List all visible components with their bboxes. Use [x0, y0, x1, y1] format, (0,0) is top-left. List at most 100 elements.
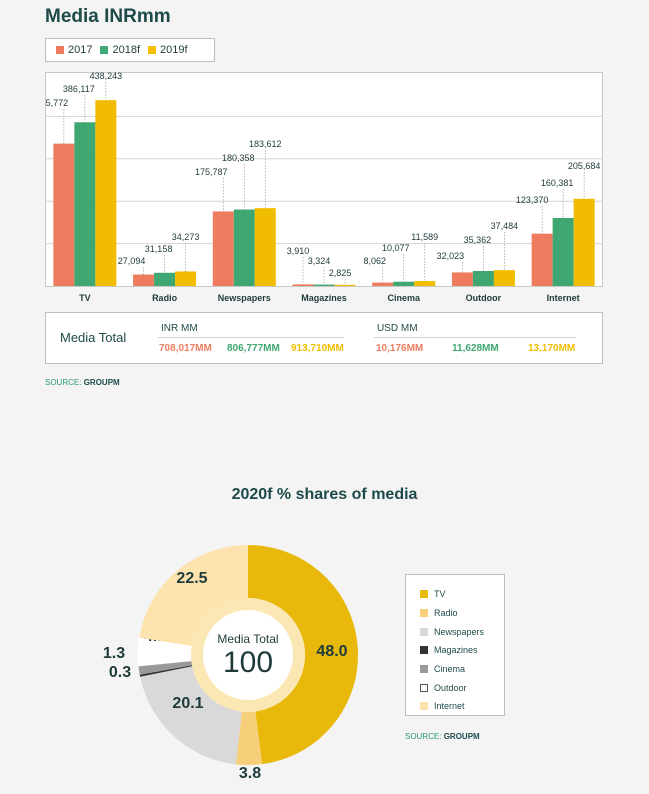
bar-newspapers-2019f [254, 208, 276, 286]
data-label: 438,243 [90, 72, 123, 81]
slice-label: 22.5 [176, 570, 207, 587]
bar-internet-2017 [531, 233, 553, 286]
data-label: 8,062 [363, 256, 386, 266]
chart-title: Media INRmm [45, 6, 171, 27]
bar-outdoor-2017 [451, 272, 473, 286]
slice-tv [248, 545, 359, 765]
source-label: SOURCE: [45, 378, 82, 387]
category-label: Newspapers [218, 293, 271, 303]
legend-swatch [420, 609, 428, 618]
inr-divider [158, 337, 344, 338]
slice-radio [235, 711, 263, 765]
source-note-2: SOURCE: GROUPM [405, 732, 480, 741]
bar-radio-2017 [133, 274, 155, 286]
usd-total-2019f: 13,170MM [528, 343, 576, 354]
center-value: 100 [223, 646, 273, 679]
slice-label: 0.3 [109, 664, 131, 681]
data-label: 32,023 [437, 251, 465, 261]
slice-internet [139, 545, 248, 647]
legend-swatch [420, 665, 428, 674]
slice-label: 1.3 [103, 645, 125, 662]
bar-cinema-2017 [372, 282, 394, 286]
bar-outdoor-2018f [472, 271, 494, 286]
bar-magazines-2019f [334, 284, 356, 286]
usd-header: USD MM [377, 323, 418, 334]
slice-newspapers [140, 666, 242, 765]
legend-swatch [148, 46, 157, 54]
slice-label: 3.8 [239, 765, 261, 782]
legend-swatch [100, 46, 109, 54]
legend-swatch [420, 590, 428, 599]
category-label: Internet [547, 293, 580, 303]
bar-tv-2017 [53, 143, 75, 286]
data-label: 2,825 [329, 268, 352, 278]
legend-label: Outdoor [434, 682, 467, 693]
data-label: 180,358 [222, 153, 255, 163]
inr-total-2018f: 806,777MM [227, 343, 280, 354]
legend-label: Cinema [434, 664, 466, 675]
bar-cinema-2018f [393, 281, 415, 286]
legend-item-radio: Radio [420, 604, 504, 623]
data-label: 3,324 [308, 256, 331, 266]
bar-tv-2018f [74, 122, 96, 286]
legend-swatch [420, 627, 428, 636]
donut-hole [203, 610, 293, 700]
data-label: 34,273 [172, 232, 200, 242]
legend-label: 2019f [160, 44, 188, 56]
usd-total-2018f: 11,628MM [452, 343, 499, 354]
legend-label: Internet [434, 701, 465, 712]
legend-label: Magazines [434, 645, 478, 656]
category-label: Cinema [387, 293, 421, 303]
legend-label: Radio [434, 608, 458, 619]
bar-legend: 2017 2018f 2019f [45, 38, 215, 62]
data-label: 27,094 [118, 256, 146, 266]
slice-magazines [139, 665, 193, 677]
data-label: 31,158 [145, 244, 173, 254]
legend-item-2017: 2017 [56, 44, 92, 56]
usd-total-2017: 10,176MM [376, 343, 424, 354]
bar-newspapers-2017 [212, 211, 234, 286]
bar-outdoor-2019f [493, 270, 515, 286]
legend-item-2019f: 2019f [148, 44, 188, 56]
data-label: 386,117 [63, 84, 95, 94]
media-total-box: Media Total INR MM USD MM 708,017MM 806,… [45, 312, 603, 364]
data-label: 37,484 [491, 221, 519, 231]
media-total-label: Media Total [60, 330, 127, 345]
source-value: GROUPM [83, 378, 120, 387]
slice-cinema [138, 660, 192, 675]
bar-cinema-2019f [414, 281, 436, 286]
legend-label: TV [434, 589, 446, 600]
legend-swatch [420, 702, 428, 711]
inr-total-2017: 708,017MM [159, 343, 212, 354]
legend-item-tv: TV [420, 585, 504, 604]
pie-legend: TV Radio Newspapers Magazines Cinema Outdoor I… [405, 574, 505, 716]
legend-label: 2018f [112, 44, 141, 56]
source-value: GROUPM [443, 732, 480, 741]
usd-divider [374, 337, 576, 338]
bar-radio-2018f [154, 272, 176, 286]
inr-header: INR MM [161, 323, 198, 334]
pie-title: 2020f % shares of media [231, 486, 418, 503]
data-label: 160,381 [541, 178, 574, 188]
center-label: Media Total [217, 632, 278, 646]
category-label: TV [79, 293, 91, 303]
source-label: SOURCE: [405, 732, 442, 741]
legend-item-internet: Internet [420, 697, 504, 716]
bar-magazines-2018f [313, 284, 335, 286]
category-label: Outdoor [466, 293, 502, 303]
bar-internet-2018f [552, 217, 574, 286]
data-label: 205,684 [568, 161, 601, 171]
slice-label: 48.0 [316, 643, 347, 660]
legend-swatch [420, 646, 428, 655]
data-label: 335,772 [45, 98, 68, 108]
legend-item-magazines: Magazines [420, 641, 504, 660]
category-label: Radio [152, 293, 178, 303]
bar-chart: 335,772 386,117 438,243 TV 27,094 31,158 34,27… [45, 72, 603, 303]
data-label: 123,370 [516, 195, 549, 205]
data-label: 175,787 [195, 167, 228, 177]
plot-area [45, 72, 603, 287]
bar-tv-2019f [95, 100, 117, 286]
data-label: 3,910 [287, 246, 310, 256]
slice-label: 20.1 [172, 695, 203, 712]
